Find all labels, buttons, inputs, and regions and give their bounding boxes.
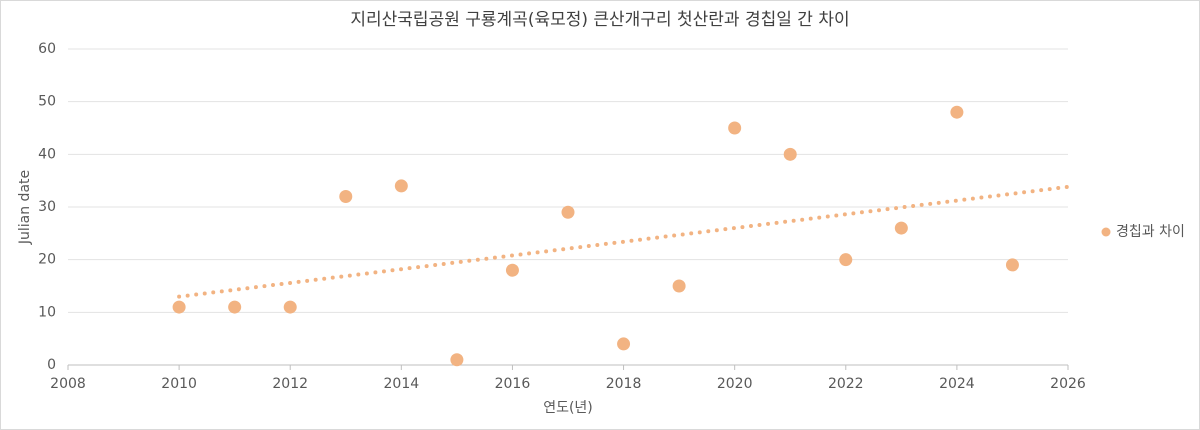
x-tick-label: 2010 [161, 376, 197, 392]
y-tick-label: 40 [38, 146, 56, 162]
x-tick-label: 2026 [1050, 376, 1086, 392]
point [839, 253, 853, 267]
point [1005, 258, 1019, 272]
point [228, 300, 242, 314]
point [894, 221, 908, 235]
legend-marker [1101, 227, 1111, 237]
point [505, 263, 519, 277]
y-tick-label: 50 [38, 94, 56, 110]
point [783, 147, 797, 161]
point [450, 353, 464, 367]
x-tick-label: 2008 [50, 376, 86, 392]
x-tick-label: 2020 [717, 376, 753, 392]
point [950, 105, 964, 119]
point [172, 300, 186, 314]
y-tick-label: 30 [38, 199, 56, 215]
point [672, 279, 686, 293]
chart-title: 지리산국립공원 구룡계곡(육모정) 큰산개구리 첫산란과 경칩일 간 차이 [350, 10, 849, 30]
x-tick-label: 2014 [384, 376, 420, 392]
y-tick-label: 0 [47, 357, 56, 373]
x-tick-label: 2022 [828, 376, 864, 392]
x-axis-label: 연도(년) [543, 400, 593, 416]
x-tick-label: 2024 [939, 376, 975, 392]
x-tick-label: 2012 [272, 376, 308, 392]
legend-label: 경칩과 차이 [1116, 224, 1185, 240]
x-tick-label: 2018 [606, 376, 642, 392]
point [617, 337, 631, 351]
y-axis-label: Julian date [17, 170, 33, 245]
y-tick-label: 10 [38, 304, 56, 320]
point [283, 300, 297, 314]
point [339, 189, 353, 203]
trendline [177, 184, 1070, 299]
point [561, 205, 575, 219]
point [728, 121, 742, 135]
y-tick-label: 60 [38, 41, 56, 57]
y-tick-label: 20 [38, 252, 56, 268]
point [394, 179, 408, 193]
x-tick-label: 2016 [495, 376, 531, 392]
